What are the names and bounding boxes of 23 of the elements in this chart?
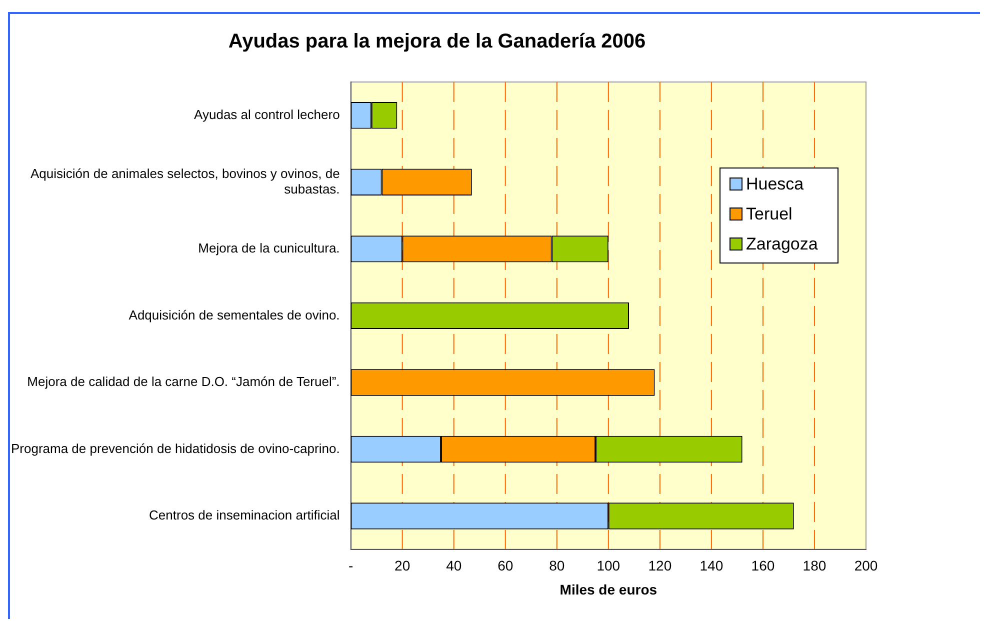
x-tick-label: 200	[854, 558, 878, 574]
x-tick-label: 120	[648, 558, 672, 574]
x-tick-label: 140	[700, 558, 724, 574]
x-tick-label: 160	[751, 558, 775, 574]
legend-label: Teruel	[746, 204, 792, 224]
y-tick-label: Programa de prevención de hidatidosis de ovino-caprino.	[10, 440, 340, 456]
x-tick-label: 180	[802, 558, 826, 574]
y-tick-label: Mejora de la cunicultura.	[198, 240, 340, 256]
y-tick-label: Mejora de calidad de la carne D.O. “Jamón de Teruel”.	[27, 374, 340, 390]
x-tick-label: -	[348, 558, 354, 574]
x-tick-label: 100	[596, 558, 620, 574]
legend-label: Huesca	[746, 174, 804, 194]
x-tick-label: 20	[394, 558, 410, 574]
x-axis-title: Miles de euros	[560, 581, 658, 598]
y-tick-label: Aquisición de animales selectos, bovinos y ovinos, de subastas.	[30, 166, 340, 197]
chart-title: Ayudas para la mejora de la Ganadería 2006	[228, 30, 646, 53]
y-tick-label: Ayudas al control lechero	[194, 106, 340, 122]
legend-label: Zaragoza	[746, 234, 818, 254]
y-tick-label: Adquisición de sementales de ovino.	[128, 307, 340, 322]
x-tick-label: 60	[498, 558, 514, 574]
x-tick-label: 40	[446, 558, 462, 574]
y-tick-label: Centros de inseminacion artificial	[149, 508, 340, 523]
x-tick-label: 80	[549, 558, 565, 574]
